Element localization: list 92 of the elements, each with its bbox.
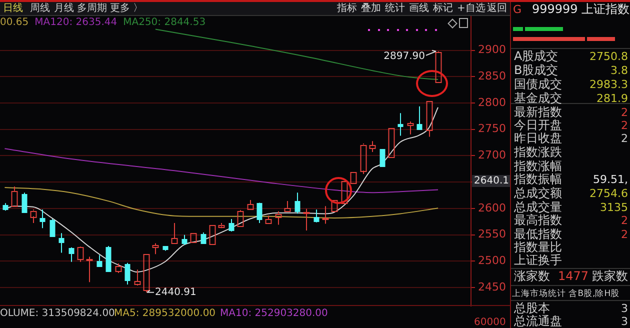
text: 最低指数 <box>514 227 562 241</box>
text: 59.51, <box>593 173 628 186</box>
text: 3135 <box>600 201 628 214</box>
text: 今日开盘 <box>514 118 562 132</box>
text: 2 <box>621 119 628 132</box>
text: 返回 <box>487 2 507 15</box>
text: 叠加 <box>361 2 381 15</box>
annotation: 2897.90 <box>384 50 426 62</box>
text: 统计 <box>385 2 405 15</box>
text: 3 <box>621 315 628 328</box>
candlestick <box>265 215 272 224</box>
text: 月线 <box>54 2 74 15</box>
candlestick <box>398 112 404 136</box>
y-tick-label: 2450 <box>478 280 506 294</box>
text: 总成交量 <box>514 200 562 214</box>
text: 指标 <box>337 2 357 15</box>
text: 昨日收盘 <box>514 131 562 145</box>
text: 2750.8 <box>590 50 628 63</box>
y-tick-label: 2500 <box>478 254 506 268</box>
text: 60000 <box>474 316 506 328</box>
text: 基金成交 <box>514 91 562 105</box>
text: B股成交 <box>514 63 558 77</box>
text: 标记 <box>433 2 453 15</box>
y-tick-label: 2750 <box>478 122 506 136</box>
text: 2 <box>621 228 628 241</box>
text: 周线 <box>30 2 50 15</box>
candlestick <box>96 254 102 267</box>
text: 999999 上证指数 <box>532 2 630 16</box>
candlestick <box>237 210 244 227</box>
text: 2983.3 <box>590 78 628 91</box>
text: 跌家数 <box>592 269 628 283</box>
text: 国债成交 <box>514 77 562 91</box>
candlestick <box>275 210 282 226</box>
candlestick <box>228 218 234 232</box>
candlestick <box>416 106 422 131</box>
text: A股成交 <box>514 49 558 63</box>
text: 总流通盘 <box>514 314 562 328</box>
candlestick <box>171 222 178 244</box>
text: 2640.1 <box>474 176 509 187</box>
text: 2 <box>621 106 628 119</box>
annotation: 2440.91 <box>155 286 196 298</box>
text: 更多 〉 <box>110 2 144 15</box>
candlestick <box>86 256 93 283</box>
candlestick <box>407 121 414 135</box>
text: 3.8 <box>610 64 628 77</box>
line-series <box>4 148 439 194</box>
text: 2754.6 <box>590 187 628 200</box>
text: 2 <box>621 132 628 145</box>
text: 涨家数 <box>514 269 550 283</box>
text: +自选 <box>457 2 486 15</box>
candlestick <box>314 209 320 223</box>
text: G <box>513 3 522 16</box>
candlestick <box>369 140 376 152</box>
text: 多周期 <box>77 2 107 15</box>
text: OLUME: 313509824.00 <box>0 307 115 320</box>
text: MA5: 289532000.00 <box>114 307 216 320</box>
text: 指数振幅 <box>514 172 562 186</box>
candlestick <box>134 269 141 286</box>
line-series <box>4 187 439 218</box>
candlestick <box>58 232 64 254</box>
text: 上海市场统计 含B股,除H股 <box>512 288 620 301</box>
candlestick <box>322 206 329 224</box>
y-tick-label: 2900 <box>478 43 506 56</box>
y-tick-label: 2800 <box>478 96 506 109</box>
candlestick <box>303 208 310 231</box>
text: MA10: 252903280.00 <box>220 307 328 320</box>
text: 上证换手 <box>514 253 562 267</box>
text: 总股本 <box>514 301 550 315</box>
text: 总成交额 <box>514 186 562 200</box>
text: 指数量比 <box>514 240 562 254</box>
text: MA120: 2635.44 <box>34 16 118 29</box>
y-tick-label: 2550 <box>478 228 506 241</box>
text: 日线 <box>3 2 23 15</box>
series-label: MA250: 2844.53 <box>123 16 206 29</box>
text: 最高指数 <box>514 213 562 227</box>
y-tick-label: 2700 <box>478 148 506 162</box>
text: 最新指数 <box>514 105 562 119</box>
text: 指数涨幅 <box>514 159 562 173</box>
text: 281.9 <box>596 92 628 105</box>
candlestick <box>294 192 300 214</box>
text: 3 <box>621 302 628 315</box>
candlestick <box>40 209 46 229</box>
candlestick <box>11 186 18 207</box>
text: 指数涨跌 <box>514 145 562 159</box>
text: 2 <box>621 214 628 227</box>
text: 画线 <box>409 2 429 15</box>
y-tick-label: 2850 <box>478 69 506 82</box>
y-tick-label: 2600 <box>478 201 506 214</box>
candlestick <box>68 246 74 262</box>
candlestick <box>284 200 291 212</box>
text: 1477 <box>558 269 589 283</box>
text: 00.65 <box>0 16 29 29</box>
